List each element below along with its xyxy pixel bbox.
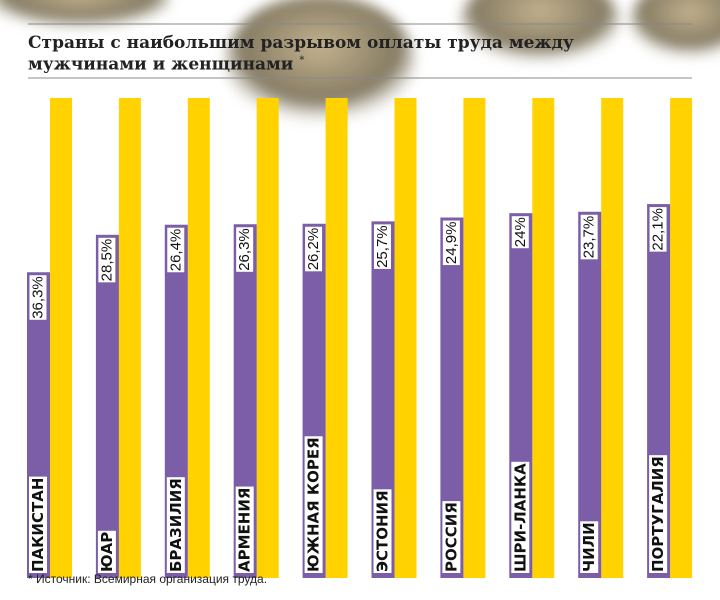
title-block: Страны с наибольшим разрывом оплаты труд…: [28, 34, 628, 74]
x-tick-label: ШРИ-ЛАНКА: [511, 463, 529, 572]
x-tick-label: ПАКИСТАН: [29, 478, 47, 572]
label-box: [511, 216, 529, 249]
plot: 36,3% ПАКИСТАН 28,5% ЮАР 26,4% БРАЗИЛИЯ 26,3% А…: [27, 98, 693, 579]
reference-bar: [325, 98, 348, 578]
label-box: [29, 275, 47, 320]
label-box: [649, 455, 668, 573]
bar: [440, 217, 464, 578]
label-box: [373, 489, 392, 573]
label-box: [305, 226, 323, 272]
bar: [578, 211, 602, 578]
label-box: [235, 486, 254, 573]
label-box: [29, 476, 47, 573]
label-box: [442, 220, 460, 266]
label-box: [97, 530, 116, 573]
bar: [95, 234, 119, 579]
label-box: [580, 521, 599, 573]
reference-bar: [532, 98, 555, 578]
value-label: 24,9%: [443, 222, 460, 265]
value-label: 28,5%: [98, 239, 115, 282]
x-tick-label: ЭСТОНИЯ: [374, 490, 392, 572]
x-tick-label: БРАЗИЛИЯ: [167, 478, 185, 572]
label-box: [511, 461, 530, 573]
reference-bar: [394, 98, 417, 578]
value-label: 36,3%: [29, 276, 46, 319]
label-box: [236, 227, 254, 272]
value-label: 22,1%: [650, 208, 667, 251]
label-box: [167, 227, 185, 273]
bar: [371, 221, 395, 579]
label-box: [373, 224, 391, 269]
value-label: 23,7%: [581, 216, 598, 259]
reference-bar: [187, 98, 210, 578]
reference-bar: [670, 98, 693, 578]
label-box: [98, 237, 116, 283]
x-tick-label: ЧИЛИ: [580, 522, 598, 572]
x-tick-label: АРМЕНИЯ: [236, 488, 254, 572]
reference-bar: [118, 98, 141, 578]
label-box: [649, 207, 667, 252]
value-label: 25,7%: [374, 225, 391, 268]
x-tick-label: ПОРТУГАЛИЯ: [649, 456, 667, 572]
x-tick-label: ЮАР: [98, 532, 116, 572]
reference-bar: [463, 98, 486, 578]
x-tick-label: РОССИЯ: [442, 502, 460, 572]
value-label: 24%: [512, 217, 529, 247]
value-label: 26,4%: [167, 229, 184, 272]
label-box: [580, 214, 598, 260]
value-label: 26,2%: [305, 228, 322, 271]
value-label: 26,3%: [236, 228, 253, 271]
source-note: * Источник: Всемирная организация труда.: [28, 572, 268, 586]
reference-bar: [50, 98, 72, 578]
title-note: *: [299, 55, 305, 66]
coins-background: [0, 0, 720, 125]
x-tick-label: ЮЖНАЯ КОРЕЯ: [305, 437, 323, 572]
reference-bar: [601, 98, 624, 578]
label-box: [166, 477, 185, 573]
chart-title: Страны с наибольшим разрывом оплаты труд…: [28, 33, 574, 75]
label-box: [442, 501, 461, 573]
label-box: [304, 436, 323, 573]
reference-bar: [256, 98, 279, 578]
